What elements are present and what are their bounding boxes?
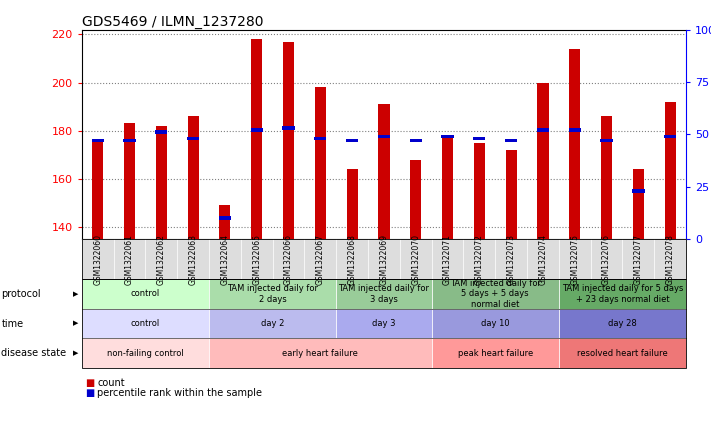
Bar	[250, 128, 263, 132]
Bar	[474, 143, 485, 239]
Text: GSM1322061: GSM1322061	[125, 233, 134, 285]
Text: ▶: ▶	[73, 350, 79, 356]
Text: disease state: disease state	[1, 348, 67, 358]
Bar	[251, 39, 262, 239]
Text: GSM1322062: GSM1322062	[157, 233, 166, 285]
Bar	[474, 137, 486, 140]
Text: control: control	[131, 319, 160, 328]
Text: GSM1322063: GSM1322063	[188, 233, 198, 285]
Bar	[282, 126, 294, 130]
Bar	[155, 130, 167, 134]
Bar	[188, 116, 198, 239]
Text: day 2: day 2	[261, 319, 284, 328]
Bar	[601, 139, 613, 143]
Text: ■: ■	[85, 378, 95, 388]
Bar	[124, 124, 135, 239]
Text: day 28: day 28	[608, 319, 637, 328]
Text: control: control	[131, 289, 160, 299]
Bar	[123, 139, 136, 143]
Bar	[314, 137, 326, 140]
Text: GSM1322076: GSM1322076	[602, 233, 611, 285]
Bar	[569, 128, 581, 132]
Text: percentile rank within the sample: percentile rank within the sample	[97, 388, 262, 398]
Text: early heart failure: early heart failure	[282, 349, 358, 358]
Bar	[187, 137, 199, 140]
Bar	[346, 139, 358, 143]
Text: GSM1322075: GSM1322075	[570, 233, 579, 285]
Text: GSM1322070: GSM1322070	[411, 233, 420, 285]
Text: GSM1322065: GSM1322065	[252, 233, 261, 285]
Bar	[283, 41, 294, 239]
Bar	[537, 128, 549, 132]
Text: time: time	[1, 319, 23, 329]
Text: GDS5469 / ILMN_1237280: GDS5469 / ILMN_1237280	[82, 14, 263, 29]
Bar	[378, 135, 390, 138]
Text: TAM injected daily for
2 days: TAM injected daily for 2 days	[227, 284, 318, 304]
Bar	[92, 139, 104, 143]
Bar	[665, 102, 675, 239]
Text: GSM1322072: GSM1322072	[475, 233, 484, 285]
Text: GSM1322069: GSM1322069	[380, 233, 388, 285]
Text: TAM injected daily for
3 days: TAM injected daily for 3 days	[338, 284, 429, 304]
Text: resolved heart failure: resolved heart failure	[577, 349, 668, 358]
Text: TAM injected daily for
5 days + 5 days
normal diet: TAM injected daily for 5 days + 5 days n…	[450, 279, 541, 309]
Bar	[633, 169, 644, 239]
Text: GSM1322074: GSM1322074	[538, 233, 547, 285]
Text: GSM1322067: GSM1322067	[316, 233, 325, 285]
Text: GSM1322068: GSM1322068	[348, 233, 357, 285]
Text: ▶: ▶	[73, 321, 79, 327]
Text: GSM1322066: GSM1322066	[284, 233, 293, 285]
Bar	[506, 150, 517, 239]
Text: count: count	[97, 378, 125, 388]
Bar	[410, 139, 422, 143]
Text: GSM1322064: GSM1322064	[220, 233, 230, 285]
Bar	[156, 126, 167, 239]
Bar	[664, 135, 676, 138]
Bar	[601, 116, 612, 239]
Text: GSM1322060: GSM1322060	[93, 233, 102, 285]
Text: GSM1322078: GSM1322078	[665, 233, 675, 285]
Text: protocol: protocol	[1, 289, 41, 299]
Bar	[92, 140, 103, 239]
Bar	[570, 49, 580, 239]
Bar	[632, 189, 645, 193]
Bar	[219, 205, 230, 239]
Bar	[315, 88, 326, 239]
Bar	[442, 135, 454, 138]
Bar	[346, 169, 358, 239]
Bar	[442, 135, 453, 239]
Bar	[378, 104, 390, 239]
Text: GSM1322077: GSM1322077	[634, 233, 643, 285]
Text: ■: ■	[85, 388, 95, 398]
Text: ▶: ▶	[73, 291, 79, 297]
Text: GSM1322073: GSM1322073	[507, 233, 515, 285]
Text: day 3: day 3	[372, 319, 396, 328]
Text: non-failing control: non-failing control	[107, 349, 183, 358]
Text: day 10: day 10	[481, 319, 510, 328]
Bar	[505, 139, 518, 143]
Bar	[538, 82, 549, 239]
Text: GSM1322071: GSM1322071	[443, 233, 452, 285]
Text: peak heart failure: peak heart failure	[458, 349, 533, 358]
Text: TAM injected daily for 5 days
+ 23 days normal diet: TAM injected daily for 5 days + 23 days …	[562, 284, 683, 304]
Bar	[219, 216, 231, 220]
Bar	[410, 159, 422, 239]
